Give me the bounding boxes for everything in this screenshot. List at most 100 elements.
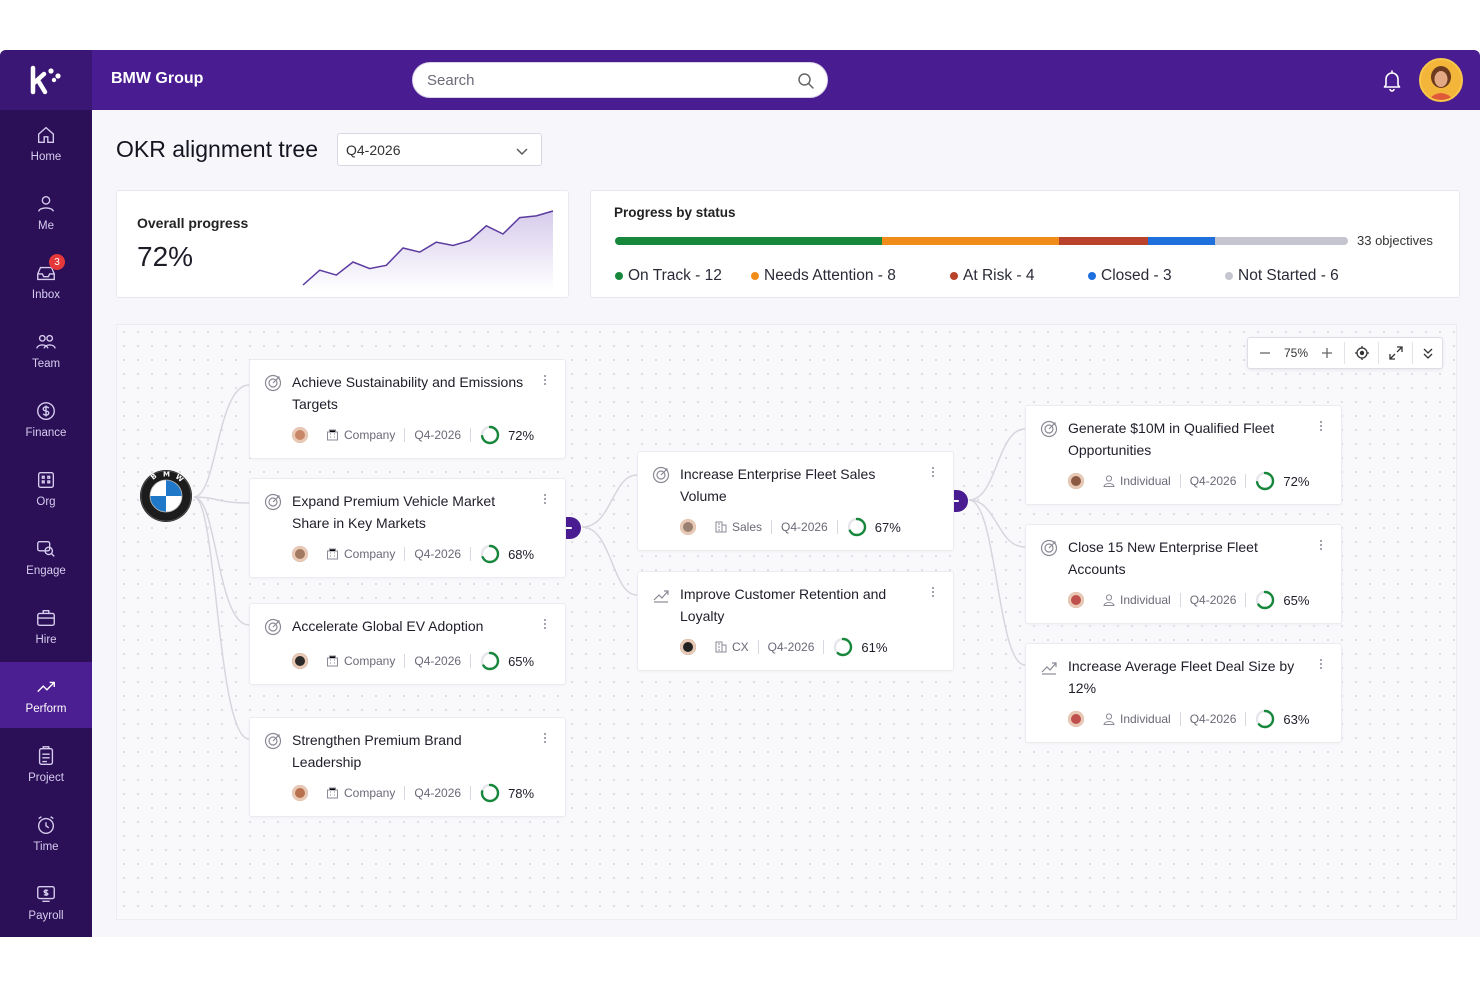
team-icon xyxy=(36,334,56,349)
okr-tree-canvas[interactable]: 75% B M W xyxy=(116,324,1457,920)
okr-progress: 67% xyxy=(874,519,901,535)
sidebar-item-hire[interactable]: Hire xyxy=(0,593,92,659)
okr-quarter: Q4-2026 xyxy=(414,786,462,800)
okr-quarter: Q4-2026 xyxy=(1189,593,1237,607)
trend-icon xyxy=(37,681,55,692)
owner-avatar[interactable] xyxy=(1068,592,1084,608)
zoom-out-button[interactable] xyxy=(1252,338,1278,368)
office-icon xyxy=(715,521,727,533)
more-options-icon[interactable] xyxy=(543,493,547,505)
sidebar-item-finance[interactable]: Finance xyxy=(0,386,92,452)
collapse-all-button[interactable] xyxy=(1414,338,1442,368)
owner-avatar[interactable] xyxy=(680,639,696,655)
okr-title[interactable]: Strengthen Premium Brand Leadership xyxy=(292,732,462,770)
okr-type: Company xyxy=(326,428,395,442)
meta-divider xyxy=(1245,593,1247,607)
owner-avatar[interactable] xyxy=(292,785,308,801)
okr-node-card[interactable]: Achieve Sustainability and Emissions Tar… xyxy=(249,359,566,459)
okr-title[interactable]: Generate $10M in Qualified Fleet Opportu… xyxy=(1068,420,1275,458)
okr-quarter: Q4-2026 xyxy=(1189,712,1237,726)
okr-type: Individual xyxy=(1102,712,1171,726)
dollar-icon xyxy=(37,401,55,420)
sidebar-item-project[interactable]: Project xyxy=(0,731,92,797)
okr-type-label: CX xyxy=(732,640,749,654)
sidebar-item-perform[interactable]: Perform xyxy=(0,662,92,728)
app-window: Home Me Inbox 3 Team Finance Org Engage Hire Perf… xyxy=(0,50,1480,937)
recenter-button[interactable] xyxy=(1346,338,1378,368)
okr-quarter: Q4-2026 xyxy=(1189,474,1237,488)
fullscreen-button[interactable] xyxy=(1380,338,1412,368)
owner-avatar[interactable] xyxy=(292,427,308,443)
status-legend-item[interactable]: Not Started - 6 xyxy=(1225,267,1339,285)
okr-node-card[interactable]: Accelerate Global EV Adoption Company Q4-2… xyxy=(249,603,566,685)
okr-title[interactable]: Close 15 New Enterprise Fleet Accounts xyxy=(1068,539,1258,577)
okr-node-card[interactable]: Increase Enterprise Fleet Sales Volume Sa… xyxy=(637,451,954,551)
zoom-in-button[interactable] xyxy=(1314,338,1340,368)
search-icon[interactable] xyxy=(797,72,815,90)
overall-progress-sparkline xyxy=(302,210,554,291)
okr-title[interactable]: Increase Enterprise Fleet Sales Volume xyxy=(680,466,876,504)
okr-type: Individual xyxy=(1102,593,1171,607)
okr-node-card[interactable]: Improve Customer Retention and Loyalty CX… xyxy=(637,571,954,671)
app-logo[interactable] xyxy=(0,50,92,110)
locate-icon xyxy=(1355,346,1369,360)
progress-ring xyxy=(1256,590,1275,610)
sidebar-item-payroll[interactable]: Payroll xyxy=(0,869,92,935)
svg-text:B: B xyxy=(149,472,158,482)
sidebar-item-home[interactable]: Home xyxy=(0,110,92,176)
more-options-icon[interactable] xyxy=(543,618,547,630)
legend-label: Needs Attention - 8 xyxy=(764,267,896,284)
sidebar-item-team[interactable]: Team xyxy=(0,317,92,383)
legend-label: Closed - 3 xyxy=(1101,267,1172,284)
okr-node-card[interactable]: Generate $10M in Qualified Fleet Opportu… xyxy=(1025,405,1342,505)
owner-avatar[interactable] xyxy=(1068,711,1084,727)
owner-avatar[interactable] xyxy=(292,653,308,669)
owner-avatar[interactable] xyxy=(680,519,696,535)
okr-node-card[interactable]: Expand Premium Vehicle Market Share in K… xyxy=(249,478,566,578)
more-options-icon[interactable] xyxy=(543,374,547,386)
okr-node-card[interactable]: Increase Average Fleet Deal Size by 12% I… xyxy=(1025,643,1342,743)
more-options-icon[interactable] xyxy=(1319,420,1323,432)
objective-target-icon xyxy=(264,493,282,511)
person-icon xyxy=(1103,594,1115,606)
more-options-icon[interactable] xyxy=(931,586,935,598)
sidebar-item-engage[interactable]: Engage xyxy=(0,524,92,590)
svg-text:W: W xyxy=(174,473,185,484)
okr-title[interactable]: Accelerate Global EV Adoption xyxy=(292,618,484,634)
okr-progress: 61% xyxy=(861,639,888,655)
status-legend-item[interactable]: Needs Attention - 8 xyxy=(751,267,896,285)
meta-divider xyxy=(404,654,406,668)
more-options-icon[interactable] xyxy=(1319,658,1323,670)
status-legend-item[interactable]: At Risk - 4 xyxy=(950,267,1034,285)
owner-avatar[interactable] xyxy=(292,546,308,562)
more-options-icon[interactable] xyxy=(543,732,547,744)
search-box[interactable] xyxy=(412,62,828,98)
owner-avatar[interactable] xyxy=(1068,473,1084,489)
legend-dot xyxy=(615,272,623,280)
user-icon xyxy=(37,195,55,212)
more-options-icon[interactable] xyxy=(1319,539,1323,551)
notification-bell-icon[interactable] xyxy=(1380,68,1404,92)
meta-divider xyxy=(823,640,825,654)
more-options-icon[interactable] xyxy=(931,466,935,478)
connector-line xyxy=(581,474,638,528)
okr-title[interactable]: Increase Average Fleet Deal Size by 12% xyxy=(1068,658,1295,696)
status-legend-item[interactable]: Closed - 3 xyxy=(1088,267,1172,285)
okr-title[interactable]: Achieve Sustainability and Emissions Tar… xyxy=(292,374,524,412)
quarter-select[interactable]: Q4-2026 xyxy=(337,133,542,166)
okr-title[interactable]: Improve Customer Retention and Loyalty xyxy=(680,586,887,624)
search-input[interactable] xyxy=(427,63,787,97)
home-icon xyxy=(37,126,55,143)
progress-ring xyxy=(1256,471,1275,491)
sidebar-item-org[interactable]: Org xyxy=(0,455,92,521)
user-avatar[interactable] xyxy=(1419,58,1463,102)
okr-node-card[interactable]: Close 15 New Enterprise Fleet Accounts In… xyxy=(1025,524,1342,624)
sidebar-item-inbox[interactable]: Inbox 3 xyxy=(0,248,92,314)
sidebar-item-label: Perform xyxy=(25,702,67,715)
sidebar-item-time[interactable]: Time xyxy=(0,800,92,866)
bmw-logo-icon[interactable]: B M W xyxy=(139,469,193,523)
okr-node-card[interactable]: Strengthen Premium Brand Leadership Compa… xyxy=(249,717,566,817)
sidebar-item-me[interactable]: Me xyxy=(0,179,92,245)
status-legend-item[interactable]: On Track - 12 xyxy=(615,267,722,285)
okr-title[interactable]: Expand Premium Vehicle Market Share in K… xyxy=(292,493,496,531)
